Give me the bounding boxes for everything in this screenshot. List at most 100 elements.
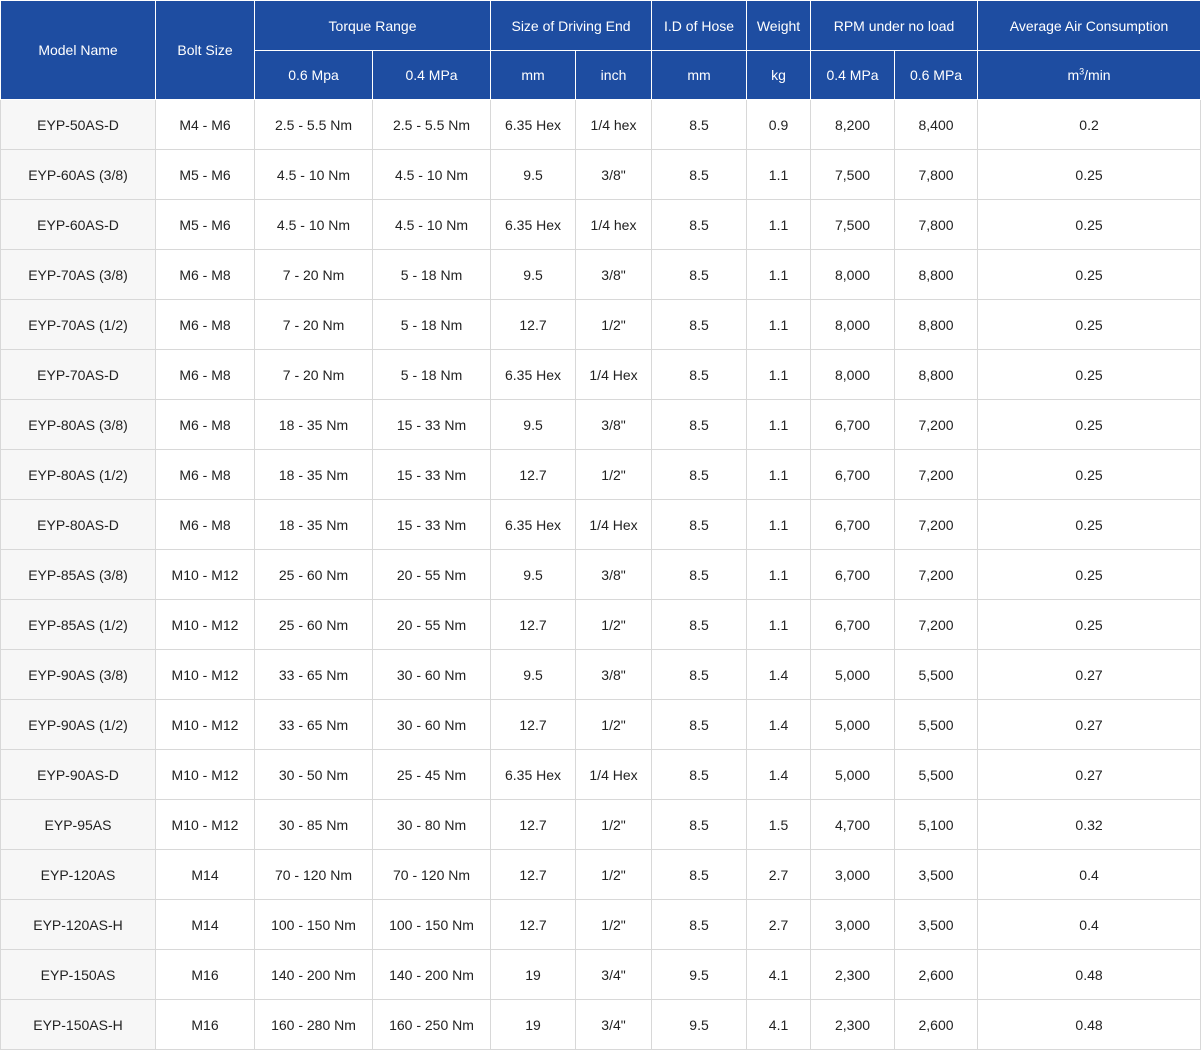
cell-driving-inch: 3/4" [575, 999, 653, 1050]
header-model-name: Model Name [0, 0, 156, 100]
cell-rpm-06: 8,800 [894, 299, 979, 350]
header-air-consumption: Average Air Consumption [977, 0, 1201, 51]
cell-weight: 1.1 [746, 399, 812, 450]
cell-driving-mm: 6.35 Hex [490, 749, 577, 800]
cell-driving-mm: 12.7 [490, 449, 577, 500]
cell-bolt-size: M14 [155, 849, 255, 900]
cell-driving-mm: 9.5 [490, 649, 577, 700]
cell-rpm-04: 2,300 [810, 949, 896, 1000]
cell-hose-id: 8.5 [651, 449, 748, 500]
cell-model-name: EYP-80AS (1/2) [0, 449, 156, 500]
table-row: EYP-80AS (3/8) M6 - M8 18 - 35 Nm 15 - 33 N… [0, 399, 1201, 450]
header-driving-inch: inch [575, 50, 653, 100]
cell-bolt-size: M10 - M12 [155, 749, 255, 800]
cell-rpm-06: 7,800 [894, 149, 979, 200]
cell-driving-inch: 3/8" [575, 399, 653, 450]
cell-driving-mm: 12.7 [490, 799, 577, 850]
cell-model-name: EYP-80AS (3/8) [0, 399, 156, 450]
table-header: Model Name Bolt Size Torque Range Size o… [0, 0, 1201, 100]
cell-torque-04: 15 - 33 Nm [371, 449, 492, 500]
cell-torque-04: 5 - 18 Nm [371, 299, 492, 350]
cell-driving-mm: 12.7 [490, 699, 577, 750]
cell-rpm-06: 5,500 [894, 649, 979, 700]
cell-driving-mm: 9.5 [490, 399, 577, 450]
cell-torque-06: 7 - 20 Nm [254, 349, 373, 400]
cell-rpm-06: 7,200 [894, 399, 979, 450]
table-row: EYP-70AS (3/8) M6 - M8 7 - 20 Nm 5 - 18 Nm 9… [0, 249, 1201, 300]
cell-bolt-size: M10 - M12 [155, 549, 255, 600]
cell-air-consumption: 0.25 [977, 399, 1201, 450]
cell-driving-inch: 1/4 hex [575, 199, 653, 250]
cell-torque-06: 33 - 65 Nm [254, 649, 373, 700]
cell-hose-id: 8.5 [651, 199, 748, 250]
cell-weight: 0.9 [746, 99, 812, 150]
table-row: EYP-90AS (1/2) M10 - M12 33 - 65 Nm 30 - 60… [0, 699, 1201, 750]
cell-weight: 1.1 [746, 149, 812, 200]
cell-hose-id: 8.5 [651, 599, 748, 650]
cell-rpm-04: 7,500 [810, 199, 896, 250]
cell-torque-06: 18 - 35 Nm [254, 449, 373, 500]
cell-driving-inch: 1/2" [575, 449, 653, 500]
cell-air-consumption: 0.25 [977, 299, 1201, 350]
table-row: EYP-70AS (1/2) M6 - M8 7 - 20 Nm 5 - 18 Nm 1… [0, 299, 1201, 350]
cell-torque-04: 140 - 200 Nm [371, 949, 492, 1000]
cell-rpm-04: 8,000 [810, 249, 896, 300]
cell-torque-06: 25 - 60 Nm [254, 549, 373, 600]
cell-air-consumption: 0.25 [977, 199, 1201, 250]
cell-rpm-04: 8,000 [810, 349, 896, 400]
cell-driving-mm: 6.35 Hex [490, 199, 577, 250]
header-torque-range: Torque Range [253, 0, 492, 51]
cell-hose-id: 8.5 [651, 649, 748, 700]
table-row: EYP-120AS M14 70 - 120 Nm 70 - 120 Nm 12.7 1/… [0, 849, 1201, 900]
cell-driving-mm: 6.35 Hex [490, 349, 577, 400]
cell-bolt-size: M10 - M12 [155, 799, 255, 850]
cell-torque-06: 4.5 - 10 Nm [254, 149, 373, 200]
header-rpm-04: 0.4 MPa [810, 50, 896, 100]
cell-hose-id: 8.5 [651, 299, 748, 350]
cell-torque-06: 2.5 - 5.5 Nm [254, 99, 373, 150]
cell-air-consumption: 0.25 [977, 599, 1201, 650]
cell-air-consumption: 0.25 [977, 149, 1201, 200]
cell-model-name: EYP-150AS-H [0, 999, 156, 1050]
table-row: EYP-95AS M10 - M12 30 - 85 Nm 30 - 80 Nm 12.… [0, 799, 1201, 850]
cell-air-consumption: 0.25 [977, 249, 1201, 300]
cell-hose-id: 8.5 [651, 349, 748, 400]
cell-weight: 1.1 [746, 299, 812, 350]
cell-model-name: EYP-70AS (1/2) [0, 299, 156, 350]
cell-rpm-06: 5,500 [894, 699, 979, 750]
cell-bolt-size: M6 - M8 [155, 399, 255, 450]
cell-weight: 1.4 [746, 649, 812, 700]
cell-driving-inch: 1/4 hex [575, 99, 653, 150]
cell-torque-04: 100 - 150 Nm [371, 899, 492, 950]
cell-bolt-size: M6 - M8 [155, 499, 255, 550]
cell-model-name: EYP-90AS (1/2) [0, 699, 156, 750]
cell-rpm-06: 8,400 [894, 99, 979, 150]
cell-driving-mm: 12.7 [490, 899, 577, 950]
cell-model-name: EYP-80AS-D [0, 499, 156, 550]
cell-air-consumption: 0.48 [977, 999, 1201, 1050]
cell-torque-06: 30 - 85 Nm [254, 799, 373, 850]
cell-driving-inch: 1/2" [575, 899, 653, 950]
air-unit-exponent: 3 [1079, 66, 1085, 77]
cell-hose-id: 8.5 [651, 149, 748, 200]
header-bolt-size: Bolt Size [155, 0, 255, 100]
cell-air-consumption: 0.2 [977, 99, 1201, 150]
cell-driving-mm: 12.7 [490, 599, 577, 650]
cell-torque-06: 7 - 20 Nm [254, 299, 373, 350]
cell-air-consumption: 0.48 [977, 949, 1201, 1000]
cell-torque-06: 30 - 50 Nm [254, 749, 373, 800]
cell-rpm-06: 7,200 [894, 499, 979, 550]
cell-driving-inch: 3/8" [575, 649, 653, 700]
cell-rpm-06: 5,500 [894, 749, 979, 800]
cell-rpm-04: 6,700 [810, 599, 896, 650]
cell-model-name: EYP-60AS-D [0, 199, 156, 250]
cell-torque-04: 160 - 250 Nm [371, 999, 492, 1050]
cell-model-name: EYP-120AS [0, 849, 156, 900]
cell-weight: 1.5 [746, 799, 812, 850]
cell-model-name: EYP-150AS [0, 949, 156, 1000]
cell-driving-mm: 12.7 [490, 849, 577, 900]
cell-rpm-04: 5,000 [810, 699, 896, 750]
cell-rpm-06: 7,200 [894, 449, 979, 500]
cell-bolt-size: M4 - M6 [155, 99, 255, 150]
air-unit-base: m [1067, 67, 1080, 83]
